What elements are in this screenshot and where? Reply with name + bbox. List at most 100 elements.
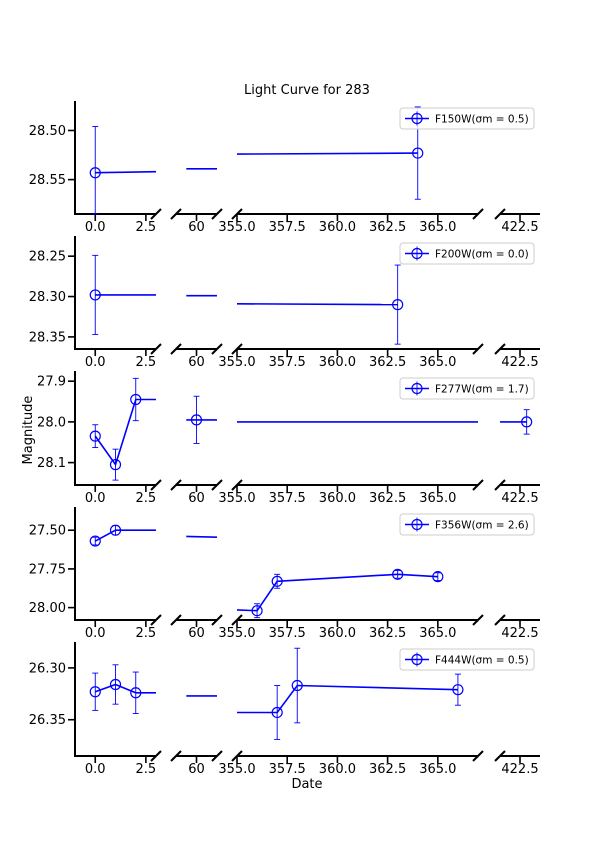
data-point: [89, 535, 101, 547]
axis-break-mark: [494, 479, 506, 491]
x-tick-label: 355.0: [218, 762, 255, 777]
axis-break-mark: [211, 750, 223, 762]
x-tick-label: 2.5: [136, 220, 157, 235]
x-tick-label: 2.5: [136, 491, 157, 506]
x-tick-label: 357.5: [269, 626, 306, 641]
data-point: [412, 147, 424, 159]
x-tick-label: 0.0: [85, 491, 106, 506]
x-tick-label: 60: [188, 220, 205, 235]
x-tick-label: 355.0: [218, 220, 255, 235]
panel-1: 0.0 2.5 60 355.0 357.5 360.0 362.5 365.0 422.5 28…: [29, 101, 540, 235]
axis-break-mark: [170, 614, 182, 626]
data-point: [251, 605, 263, 617]
x-tick-label: 2.5: [136, 355, 157, 370]
data-point: [392, 568, 404, 580]
data-point: [109, 459, 122, 471]
x-tick-label: 60: [188, 355, 205, 370]
axis-break-mark: [211, 208, 223, 220]
data-point: [89, 686, 101, 698]
series-line: [94, 529, 156, 542]
series-line: [237, 684, 458, 714]
x-tick-label: 422.5: [501, 491, 538, 506]
x-tick-label: 365.0: [419, 491, 456, 506]
axis-break-mark: [494, 614, 506, 626]
legend-box: [399, 242, 535, 265]
axis-break-mark: [472, 614, 484, 626]
y-tick-label: 27.9: [37, 375, 66, 390]
y-tick-label: 26.30: [29, 661, 66, 676]
axis-break-mark: [150, 208, 162, 220]
y-tick-label: 26.35: [29, 713, 66, 728]
x-tick-label: 365.0: [419, 355, 456, 370]
x-tick-label: 0.0: [85, 355, 106, 370]
series-line: [94, 398, 156, 467]
axis-break-mark: [170, 479, 182, 491]
x-tick-label: 0.0: [85, 626, 106, 641]
x-tick-label: 60: [188, 762, 205, 777]
y-tick-label: 28.00: [29, 601, 66, 616]
legend: F356W(σm = 2.6): [399, 513, 535, 536]
x-tick-label: 365.0: [419, 762, 456, 777]
legend-box: [399, 648, 535, 671]
legend: F150W(σm = 0.5): [399, 107, 535, 130]
axis-break-mark: [211, 479, 223, 491]
data-point: [271, 706, 283, 719]
data-point: [291, 679, 303, 692]
data-point: [271, 575, 283, 587]
legend-label: F150W(σm = 0.5): [435, 114, 529, 126]
x-tick-label: 60: [188, 491, 205, 506]
axis-break-mark: [170, 343, 182, 355]
x-tick-label: 362.5: [369, 355, 406, 370]
y-tick-label: 28.30: [29, 290, 66, 305]
axis-break-mark: [150, 479, 162, 491]
axis-break-mark: [472, 479, 484, 491]
x-tick-label: 355.0: [218, 355, 255, 370]
x-tick-label: 362.5: [369, 626, 406, 641]
x-tick-label: 355.0: [218, 491, 255, 506]
x-tick-label: 422.5: [501, 762, 538, 777]
axis-break-mark: [494, 208, 506, 220]
x-tick-label: 360.0: [319, 762, 356, 777]
x-tick-label: 362.5: [369, 762, 406, 777]
x-tick-label: 0.0: [85, 762, 106, 777]
legend-label: F356W(σm = 2.6): [435, 520, 529, 532]
x-tick-label: 422.5: [501, 626, 538, 641]
panel-3: 0.0 2.5 60 355.0 357.5 360.0 362.5 365.0 422.5 27…: [37, 371, 540, 506]
axis-break-mark: [211, 343, 223, 355]
x-tick-label: 2.5: [136, 762, 157, 777]
y-tick-label: 28.1: [37, 456, 66, 471]
x-tick-label: 60: [188, 626, 205, 641]
panel-2: 0.0 2.5 60 355.0 357.5 360.0 362.5 365.0 422.5 28…: [29, 236, 540, 370]
x-tick-label: 360.0: [319, 220, 356, 235]
data-point: [89, 289, 101, 301]
legend-label: F277W(σm = 1.7): [435, 384, 529, 396]
series-line: [236, 152, 418, 155]
data-point: [452, 684, 464, 696]
x-tick-label: 422.5: [501, 220, 538, 235]
data-point: [109, 678, 122, 691]
x-tick-label: 362.5: [369, 220, 406, 235]
axis-break-mark: [150, 343, 162, 355]
y-tick-label: 27.50: [29, 524, 66, 539]
legend-box: [399, 107, 535, 130]
x-tick-label: 422.5: [501, 355, 538, 370]
data-point: [109, 524, 122, 536]
legend: F200W(σm = 0.0): [399, 242, 535, 265]
axis-break-mark: [494, 750, 506, 762]
axis-break-mark: [472, 208, 484, 220]
y-tick-label: 27.75: [29, 562, 66, 577]
x-axis-label: Date: [291, 777, 322, 792]
y-tick-label: 28.55: [29, 173, 66, 188]
y-tick-label: 28.0: [37, 415, 66, 430]
x-tick-label: 362.5: [369, 491, 406, 506]
axis-break-mark: [170, 208, 182, 220]
x-tick-label: 360.0: [319, 626, 356, 641]
data-point: [89, 430, 101, 442]
x-tick-label: 360.0: [319, 355, 356, 370]
x-tick-label: 357.5: [269, 355, 306, 370]
legend-box: [399, 377, 535, 400]
series-line: [95, 170, 157, 174]
data-point: [89, 167, 101, 179]
series-line: [186, 535, 218, 538]
